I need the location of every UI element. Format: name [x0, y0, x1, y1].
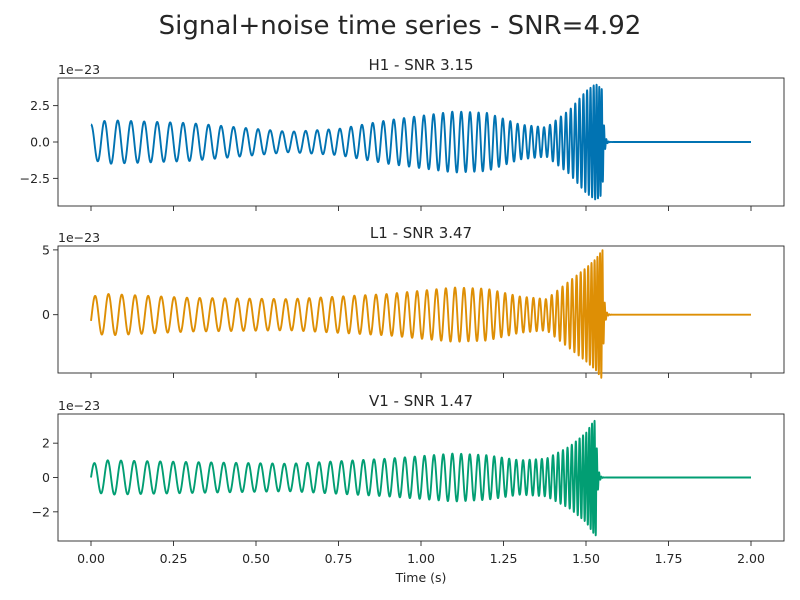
- offset-label-h1: 1e−23: [58, 62, 100, 77]
- ytick-label-v1: 0: [42, 470, 50, 485]
- panel-h1: H1 - SNR 3.15 1e−23 2.5 0.0 −2.5: [20, 56, 785, 211]
- xtick-label: 0.25: [160, 551, 188, 566]
- ytick-label-h1: 2.5: [30, 98, 50, 113]
- ytick-label-h1: 0.0: [30, 135, 50, 150]
- ytick-label-l1: 5: [42, 242, 50, 257]
- panel-title-v1: V1 - SNR 1.47: [369, 392, 473, 410]
- xtick-label: 0.50: [242, 551, 270, 566]
- offset-label-l1: 1e−23: [58, 230, 100, 245]
- figure-title: Signal+noise time series - SNR=4.92: [159, 11, 642, 41]
- panel-v1: V1 - SNR 1.47 1e−23 2 0 −2 0.00 0.25 0.50 0.75…: [32, 392, 785, 566]
- xtick-label: 1.50: [572, 551, 600, 566]
- xtick-label: 2.00: [737, 551, 765, 566]
- x-axis-label: Time (s): [395, 570, 447, 585]
- xtick-label: 1.00: [407, 551, 435, 566]
- ytick-label-v1: −2: [32, 504, 50, 519]
- series-line-l1: [90, 249, 752, 379]
- axes-frame-l1: [57, 245, 785, 374]
- panel-title-h1: H1 - SNR 3.15: [368, 56, 473, 74]
- offset-label-v1: 1e−23: [58, 398, 100, 413]
- series-line-h1: [90, 83, 752, 201]
- panel-title-l1: L1 - SNR 3.47: [370, 224, 472, 242]
- ytick-label-h1: −2.5: [20, 171, 50, 186]
- ytick-label-l1: 0: [42, 307, 50, 322]
- xtick-label: 1.75: [655, 551, 683, 566]
- xtick-label: 0.00: [77, 551, 105, 566]
- series-line-v1: [90, 419, 752, 537]
- xtick-label: 0.75: [325, 551, 353, 566]
- panel-l1: L1 - SNR 3.47 1e−23 5 0: [42, 224, 785, 379]
- xtick-label: 1.25: [490, 551, 518, 566]
- ytick-label-v1: 2: [42, 436, 50, 451]
